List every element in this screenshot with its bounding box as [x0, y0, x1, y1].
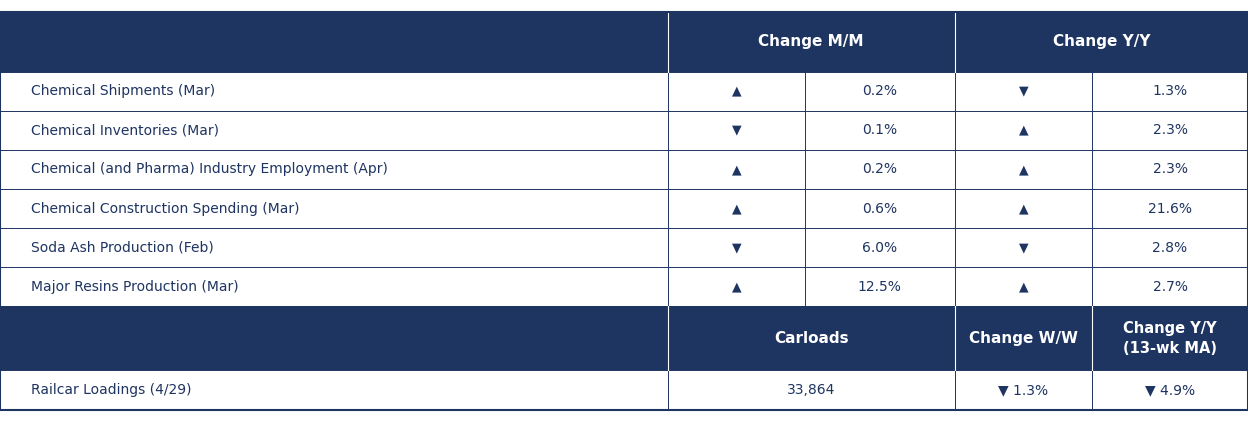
FancyBboxPatch shape	[0, 12, 1248, 72]
Text: 21.6%: 21.6%	[1148, 202, 1192, 216]
Text: 6.0%: 6.0%	[862, 241, 897, 255]
Text: ▲: ▲	[1018, 280, 1028, 293]
Text: 33,864: 33,864	[787, 383, 835, 397]
Text: ▼: ▼	[731, 241, 741, 254]
FancyBboxPatch shape	[0, 150, 1248, 189]
Text: ▼: ▼	[1018, 241, 1028, 254]
Text: 2.7%: 2.7%	[1152, 280, 1188, 294]
Text: Chemical Construction Spending (Mar): Chemical Construction Spending (Mar)	[31, 202, 300, 216]
FancyBboxPatch shape	[0, 267, 1248, 306]
FancyBboxPatch shape	[0, 189, 1248, 228]
FancyBboxPatch shape	[0, 370, 1248, 410]
Text: Major Resins Production (Mar): Major Resins Production (Mar)	[31, 280, 238, 294]
Text: Change W/W: Change W/W	[968, 331, 1078, 346]
Text: 0.2%: 0.2%	[862, 84, 897, 98]
Text: Change Y/Y: Change Y/Y	[1052, 34, 1151, 49]
Text: 2.8%: 2.8%	[1152, 241, 1188, 255]
Text: ▲: ▲	[1018, 124, 1028, 137]
Text: Change M/M: Change M/M	[759, 34, 864, 49]
FancyBboxPatch shape	[0, 228, 1248, 267]
Text: ▲: ▲	[1018, 163, 1028, 176]
FancyBboxPatch shape	[0, 306, 1248, 370]
Text: Chemical (and Pharma) Industry Employment (Apr): Chemical (and Pharma) Industry Employmen…	[31, 163, 388, 176]
Text: ▼ 4.9%: ▼ 4.9%	[1144, 383, 1196, 397]
Text: Railcar Loadings (4/29): Railcar Loadings (4/29)	[31, 383, 192, 397]
Text: 0.6%: 0.6%	[862, 202, 897, 216]
Text: Soda Ash Production (Feb): Soda Ash Production (Feb)	[31, 241, 213, 255]
Text: Chemical Inventories (Mar): Chemical Inventories (Mar)	[31, 123, 220, 137]
FancyBboxPatch shape	[0, 72, 1248, 111]
Text: ▼: ▼	[1018, 85, 1028, 98]
Text: 0.2%: 0.2%	[862, 163, 897, 176]
FancyBboxPatch shape	[0, 111, 1248, 150]
Text: ▼ 1.3%: ▼ 1.3%	[998, 383, 1048, 397]
Text: ▲: ▲	[731, 85, 741, 98]
Text: Chemical Shipments (Mar): Chemical Shipments (Mar)	[31, 84, 216, 98]
Text: 1.3%: 1.3%	[1152, 84, 1188, 98]
Text: ▲: ▲	[731, 163, 741, 176]
Text: 12.5%: 12.5%	[857, 280, 902, 294]
Text: 0.1%: 0.1%	[862, 123, 897, 137]
Text: Change Y/Y
(13-wk MA): Change Y/Y (13-wk MA)	[1123, 321, 1217, 356]
Text: ▲: ▲	[1018, 202, 1028, 215]
Text: 2.3%: 2.3%	[1152, 123, 1188, 137]
Text: Carloads: Carloads	[774, 331, 849, 346]
Text: 2.3%: 2.3%	[1152, 163, 1188, 176]
Text: ▲: ▲	[731, 280, 741, 293]
Text: ▲: ▲	[731, 202, 741, 215]
Text: ▼: ▼	[731, 124, 741, 137]
